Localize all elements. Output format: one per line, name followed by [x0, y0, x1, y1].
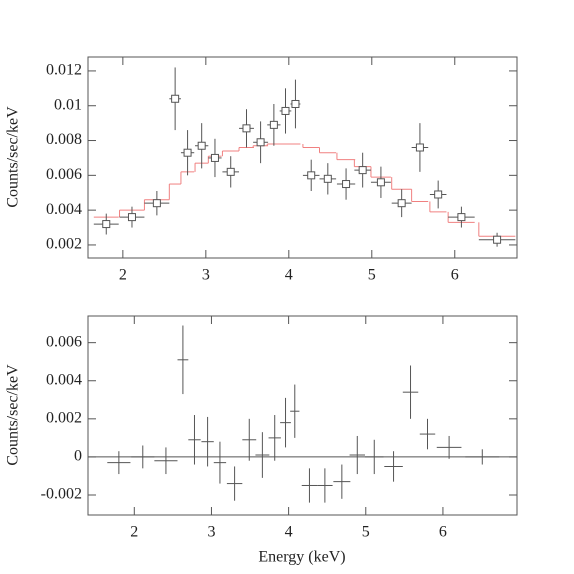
- x-tick-label: 2: [130, 524, 138, 541]
- y-tick-label: 0.004: [46, 201, 82, 218]
- data-point: [281, 106, 290, 115]
- y-tick-label: 0.01: [54, 96, 82, 113]
- data-point: [342, 180, 351, 189]
- data-point: [127, 213, 136, 222]
- data-point: [291, 99, 300, 108]
- data-point: [397, 199, 406, 208]
- y-tick-label: -0.002: [41, 486, 82, 503]
- y-tick-label: 0.002: [46, 410, 82, 427]
- data-point: [376, 178, 385, 187]
- data-point: [457, 213, 466, 222]
- x-tick-label: 4: [285, 524, 293, 541]
- data-point: [171, 94, 180, 103]
- x-tick-label: 6: [451, 267, 459, 284]
- y-tick-label: 0: [74, 448, 82, 465]
- data-point: [210, 153, 219, 162]
- data-point: [226, 167, 235, 176]
- y-tick-label: 0.006: [46, 166, 82, 183]
- x-tick-label: 2: [119, 267, 127, 284]
- y-tick-label: 0.008: [46, 131, 82, 148]
- data-point: [197, 141, 206, 150]
- data-point: [242, 124, 251, 133]
- data-point: [269, 120, 278, 129]
- x-axis-label: Energy (keV): [258, 549, 345, 566]
- x-tick-label: 3: [202, 267, 210, 284]
- data-point: [358, 166, 367, 175]
- data-point: [323, 174, 332, 183]
- y-tick-label: 0.004: [46, 371, 82, 388]
- y-tick-label: 0.002: [46, 236, 82, 253]
- data-point: [493, 235, 502, 244]
- data-point: [152, 199, 161, 208]
- data-point: [256, 138, 265, 147]
- bottom-frame: [87, 315, 518, 516]
- y-tick-label: 0.012: [46, 62, 82, 79]
- x-tick-label: 6: [439, 524, 447, 541]
- data-point: [307, 171, 316, 180]
- top-frame: [87, 56, 518, 259]
- y-tick-label: 0.006: [46, 333, 82, 350]
- x-tick-label: 3: [207, 524, 215, 541]
- data-point: [415, 143, 424, 152]
- y-axis-label: Counts/sec/keV: [5, 364, 22, 466]
- x-tick-label: 4: [285, 267, 293, 284]
- data-point: [434, 190, 443, 199]
- data-point: [183, 148, 192, 157]
- x-tick-label: 5: [368, 267, 376, 284]
- data-point: [102, 220, 111, 229]
- x-tick-label: 5: [362, 524, 370, 541]
- y-axis-label: Counts/sec/keV: [5, 106, 22, 208]
